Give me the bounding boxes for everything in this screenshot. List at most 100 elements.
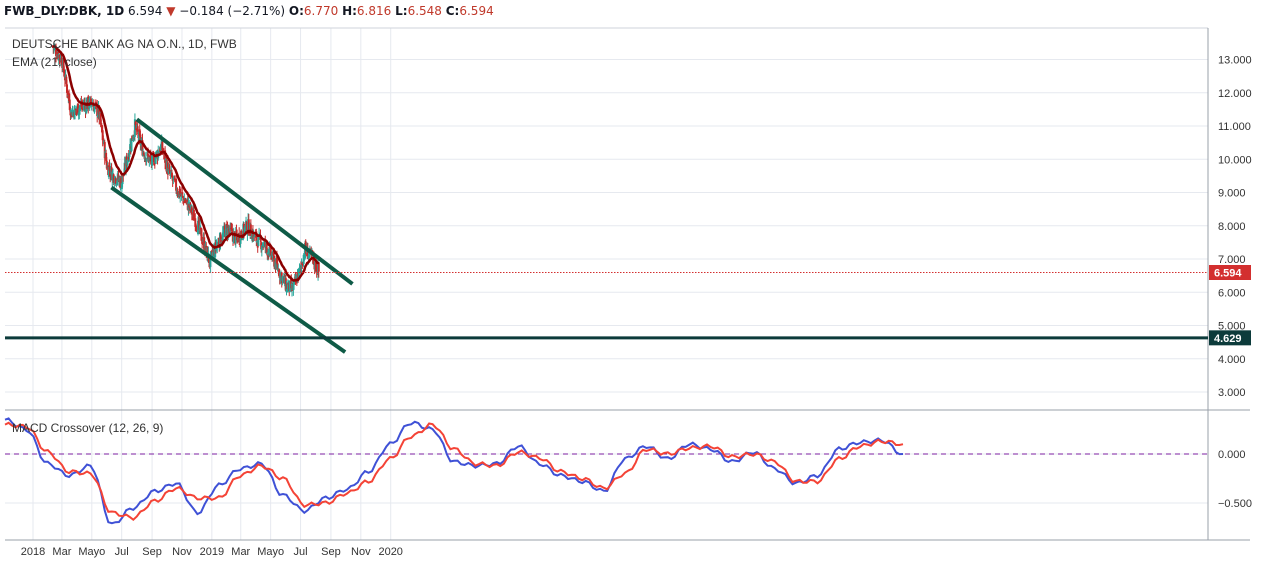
candle-body <box>98 105 101 120</box>
candle-body <box>200 228 203 241</box>
candle-body <box>149 155 152 160</box>
candle-body <box>114 178 117 184</box>
last-price: 6.594 <box>128 4 163 18</box>
candle-body <box>142 152 145 155</box>
candle-body <box>201 242 204 244</box>
candle-body <box>158 150 161 155</box>
candle-body <box>255 231 258 242</box>
candle-body <box>240 230 243 236</box>
candle-body <box>243 227 246 234</box>
time-tick-label: Sep <box>142 546 162 558</box>
candle-body <box>257 235 260 247</box>
candle-body <box>197 220 200 235</box>
candle-body <box>55 49 58 56</box>
candle-body <box>292 284 295 291</box>
macd-tick-label: 0.000 <box>1218 449 1246 461</box>
candle-body <box>148 157 151 162</box>
candle-body <box>265 242 268 249</box>
candle-body <box>126 160 129 166</box>
candle-body <box>131 135 134 141</box>
candle-body <box>164 150 167 163</box>
candle-body <box>168 169 171 174</box>
macd-tick-label: −0.500 <box>1218 498 1252 510</box>
candle-body <box>112 174 115 183</box>
candle-body <box>79 106 82 109</box>
candle-body <box>96 103 99 117</box>
price-tick-label: 11.000 <box>1218 121 1251 133</box>
ema-legend[interactable]: EMA (21, close) <box>12 55 97 69</box>
channel-upper-trendline[interactable] <box>135 117 354 286</box>
candle-body <box>117 174 120 181</box>
support-tag-box <box>1209 330 1251 346</box>
candle-body <box>122 175 125 177</box>
high-value: 6.816 <box>356 4 392 18</box>
candle-body <box>73 106 76 120</box>
candle-body <box>169 173 172 175</box>
candle-body <box>210 250 213 252</box>
candle-body <box>288 280 291 292</box>
candle-body <box>198 219 201 231</box>
candle-body <box>68 99 71 110</box>
price-tag-box <box>1209 264 1251 280</box>
time-tick-label: Nov <box>172 546 192 558</box>
price-axis[interactable]: 3.000 4.000 5.000 6.000 7.000 8.000 9.000 10.00… <box>1218 55 1252 400</box>
candle-body <box>307 255 310 259</box>
channel-lower-trendline[interactable] <box>110 185 347 354</box>
candle-body <box>301 262 304 265</box>
time-axis[interactable]: 2018 Mar Mayo Jul Sep Nov 2019 Mar Mayo Jul Sep Nov… <box>21 546 403 558</box>
close-label: C: <box>445 4 460 18</box>
signal-line[interactable] <box>4 421 904 521</box>
candle-body <box>115 183 118 185</box>
ema-line[interactable] <box>52 45 320 282</box>
time-tick-label: Nov <box>351 546 371 558</box>
candle-body <box>223 225 226 230</box>
candle-body <box>304 242 307 259</box>
price-tick-label: 8.000 <box>1218 221 1246 233</box>
candle-body <box>70 109 73 114</box>
candle-body <box>219 234 222 245</box>
price-tick-label: 4.000 <box>1218 354 1246 366</box>
candle-body <box>227 229 230 231</box>
support-tag-label: 4.629 <box>1214 333 1242 345</box>
candle-body <box>90 98 93 104</box>
candle-body <box>306 248 309 260</box>
price-tick-label: 3.000 <box>1218 387 1246 399</box>
candle-body <box>138 129 141 136</box>
candle-body <box>93 106 96 113</box>
candle-body <box>203 237 206 252</box>
price-tick-label: 13.000 <box>1218 55 1252 67</box>
time-tick-label: 2018 <box>21 546 45 558</box>
candle-body <box>103 142 106 159</box>
candle-body <box>96 114 99 117</box>
macd-line[interactable] <box>4 417 904 525</box>
candle-body <box>181 192 184 195</box>
open-value: 6.770 <box>303 4 339 18</box>
candle-body <box>176 191 179 195</box>
candle-body <box>271 255 274 260</box>
candle-body <box>159 148 162 152</box>
candle-body <box>262 242 265 247</box>
candle-body <box>221 232 224 240</box>
symbol-header: FWB_DLY:DBK, 1D 6.594 ▼ −0.184 (−2.71%) … <box>4 4 494 22</box>
macd-axis[interactable]: −0.500 0.000 <box>1218 449 1252 510</box>
candle-body <box>315 270 318 272</box>
candle-body <box>194 218 197 227</box>
candle-body <box>146 153 149 156</box>
high-label: H: <box>342 4 357 18</box>
candle-body <box>141 140 144 156</box>
candle-body <box>154 156 157 164</box>
macd-pane-title[interactable]: MACD Crossover (12, 26, 9) <box>12 421 163 435</box>
candle-body <box>120 183 123 190</box>
candle-body <box>94 101 97 103</box>
price-tick-label: 6.000 <box>1218 287 1246 299</box>
low-label: L: <box>395 4 408 18</box>
time-tick-label: 2020 <box>378 546 402 558</box>
open-label: O: <box>288 4 304 18</box>
candle-body <box>293 279 296 285</box>
symbol-label[interactable]: FWB_DLY:DBK, 1D <box>4 4 125 18</box>
candle-body <box>223 226 226 234</box>
candle-body <box>138 131 141 141</box>
candle-body <box>100 125 103 133</box>
candle-body <box>276 263 279 270</box>
